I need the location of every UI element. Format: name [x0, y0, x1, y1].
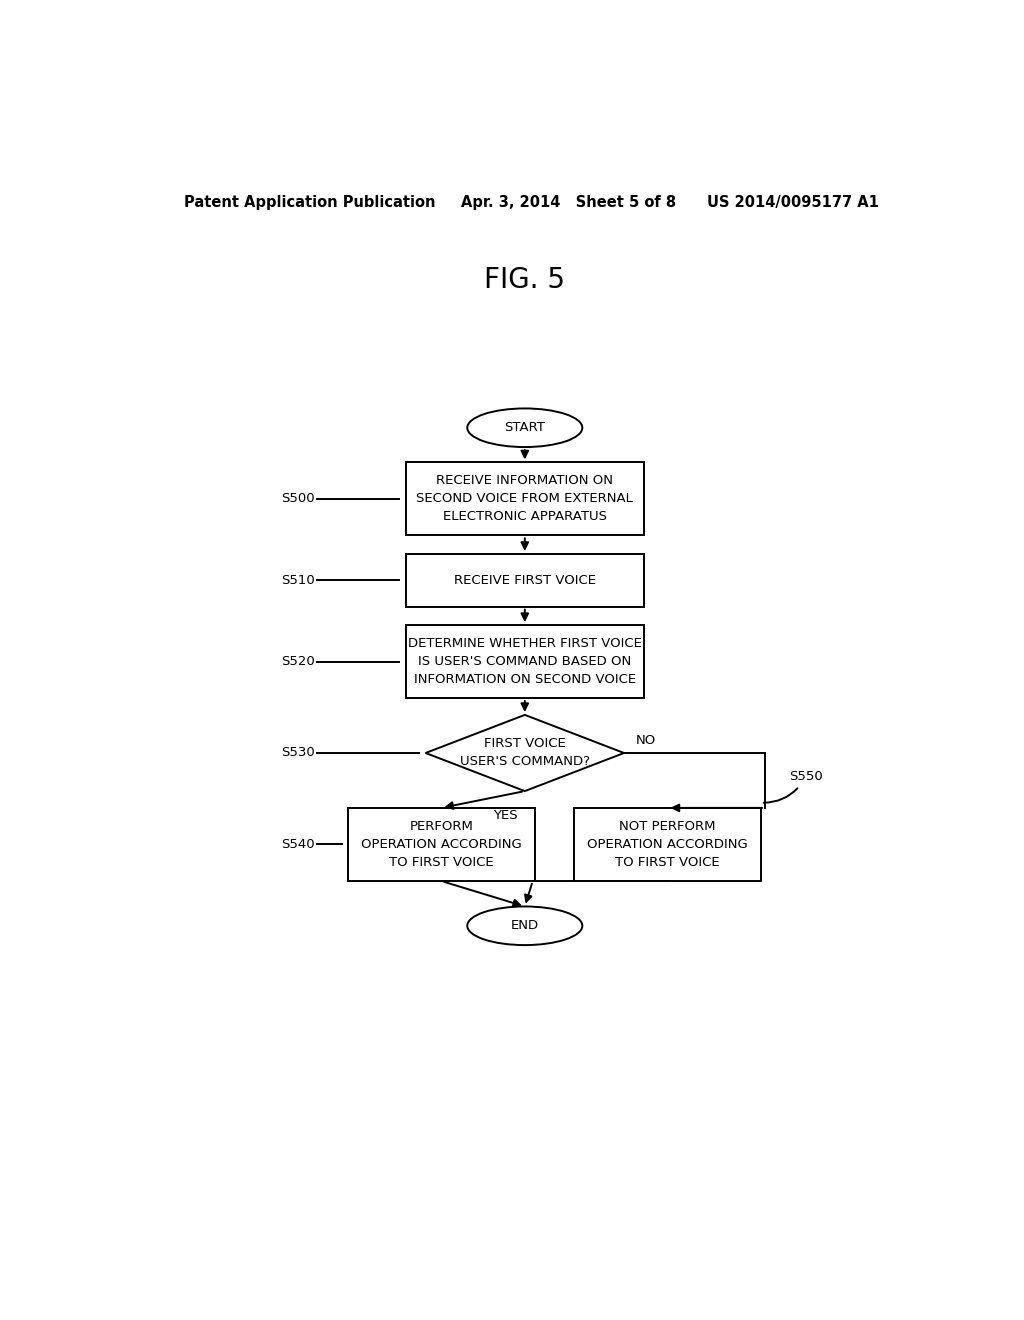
Bar [574, 808, 761, 880]
Bar [406, 624, 644, 698]
Text: S520: S520 [281, 655, 314, 668]
Bar [406, 462, 644, 536]
Text: PERFORM
OPERATION ACCORDING
TO FIRST VOICE: PERFORM OPERATION ACCORDING TO FIRST VOI… [361, 820, 522, 869]
Text: S550: S550 [764, 771, 822, 803]
Ellipse shape [467, 408, 583, 447]
Text: FIG. 5: FIG. 5 [484, 267, 565, 294]
Text: S500: S500 [281, 492, 314, 506]
Text: NOT PERFORM
OPERATION ACCORDING
TO FIRST VOICE: NOT PERFORM OPERATION ACCORDING TO FIRST… [588, 820, 748, 869]
Text: S530: S530 [281, 747, 314, 759]
Text: NO: NO [636, 734, 656, 747]
Text: RECEIVE INFORMATION ON
SECOND VOICE FROM EXTERNAL
ELECTRONIC APPARATUS: RECEIVE INFORMATION ON SECOND VOICE FROM… [417, 474, 633, 524]
Text: END: END [511, 919, 539, 932]
Bar [348, 808, 535, 880]
Text: YES: YES [493, 809, 517, 822]
Text: S510: S510 [281, 574, 314, 586]
Ellipse shape [467, 907, 583, 945]
Text: Apr. 3, 2014   Sheet 5 of 8: Apr. 3, 2014 Sheet 5 of 8 [461, 194, 677, 210]
Text: RECEIVE FIRST VOICE: RECEIVE FIRST VOICE [454, 574, 596, 586]
Text: DETERMINE WHETHER FIRST VOICE
IS USER'S COMMAND BASED ON
INFORMATION ON SECOND V: DETERMINE WHETHER FIRST VOICE IS USER'S … [408, 638, 642, 686]
Text: US 2014/0095177 A1: US 2014/0095177 A1 [708, 194, 880, 210]
Text: S540: S540 [281, 838, 314, 851]
Bar [406, 554, 644, 607]
Text: FIRST VOICE
USER'S COMMAND?: FIRST VOICE USER'S COMMAND? [460, 738, 590, 768]
Text: START: START [505, 421, 545, 434]
Text: Patent Application Publication: Patent Application Publication [183, 194, 435, 210]
Polygon shape [426, 715, 624, 791]
